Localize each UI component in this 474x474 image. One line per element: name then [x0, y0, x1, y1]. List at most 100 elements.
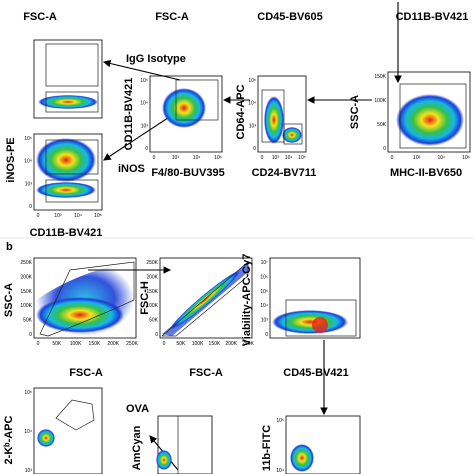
plot — [33, 39, 103, 119]
plot — [149, 75, 223, 153]
plot — [269, 257, 361, 339]
y-tick-label: 10⁵ — [276, 418, 284, 424]
x-label: FSC-A — [155, 11, 189, 23]
y-tick-label: 250K — [146, 260, 158, 266]
y-tick-label: 150K — [374, 74, 386, 80]
y-tick-label: 0 — [145, 146, 148, 152]
y-label: FSC-H — [139, 281, 151, 315]
y-tick-label: 50K — [377, 122, 387, 128]
y-tick-label: 10³ — [249, 123, 257, 129]
x-tick-label: 10³ — [413, 155, 421, 161]
y-tick-label: 10³ — [261, 318, 269, 324]
x-tick-label: 150K — [89, 341, 101, 347]
y-tick-label: 100K — [20, 303, 32, 309]
plot — [257, 75, 307, 153]
x-tick-label: 10⁴ — [437, 155, 445, 161]
y-label: 11b-FITC — [261, 425, 273, 472]
x-tick-label: 150K — [209, 341, 221, 347]
x-label: FSC-A — [23, 11, 57, 23]
x-tick-label: 100K — [70, 341, 82, 347]
x-label: F4/80-BUV395 — [151, 167, 224, 179]
y-tick-label: 100K — [146, 303, 158, 309]
x-tick-label: 10⁵ — [94, 213, 102, 219]
y-tick-label: 10³ — [25, 181, 33, 187]
plot — [33, 133, 103, 211]
y-label: iNOS-PE — [5, 137, 17, 182]
plot — [33, 387, 103, 474]
y-tick-label: 10⁴ — [260, 303, 268, 309]
x-tick-label: 10³ — [272, 155, 280, 161]
y-tick-label: 0 — [29, 204, 32, 210]
x-label: MHC-II-BV650 — [390, 167, 462, 179]
y-tick-label: 200K — [146, 274, 158, 280]
y-label: CD11B-BV421 — [123, 78, 135, 151]
gate-label: iNOS — [118, 163, 145, 175]
plot — [33, 257, 137, 339]
x-label: FSC-A — [189, 367, 223, 379]
x-tick-label: 0 — [37, 213, 40, 219]
x-tick-label: 10⁴ — [193, 155, 201, 161]
x-tick-label: 0 — [391, 155, 394, 161]
x-label: CD45-BV605 — [257, 11, 322, 23]
x-tick-label: 10⁵ — [214, 155, 222, 161]
x-label: CD11B-BV421 — [30, 227, 103, 239]
y-tick-label: 0 — [155, 332, 158, 338]
x-label: CD11B-BV421 — [396, 11, 469, 23]
y-tick-label: 10⁶ — [260, 274, 268, 280]
y-tick-label: 10⁴ — [140, 101, 148, 107]
x-tick-label: 10⁵ — [298, 155, 306, 161]
x-tick-label: 50K — [176, 341, 186, 347]
x-tick-label: 250K — [242, 341, 254, 347]
y-label: CD64-APC — [235, 84, 247, 139]
x-tick-label: 0 — [163, 341, 166, 347]
x-tick-label: 200K — [107, 341, 119, 347]
y-tick-label: 0 — [29, 332, 32, 338]
y-tick-label: 10⁴ — [24, 429, 32, 435]
y-tick-label: 10⁵ — [140, 78, 148, 84]
arrow — [102, 59, 181, 81]
y-tick-label: 100K — [374, 98, 386, 104]
x-label: FSC-A — [69, 367, 103, 379]
y-tick-label: 10³ — [141, 123, 149, 129]
y-tick-label: 0 — [383, 146, 386, 152]
y-tick-label: 50K — [23, 318, 33, 324]
x-tick-label: 10⁴ — [285, 155, 293, 161]
y-tick-label: 10⁵ — [24, 390, 32, 396]
y-tick-label: 10⁴ — [248, 101, 256, 107]
y-tick-label: 10⁵ — [24, 136, 32, 142]
y-tick-label: 150K — [146, 289, 158, 295]
x-tick-label: 50K — [52, 341, 62, 347]
x-tick-label: 100K — [192, 341, 204, 347]
y-label: AmCyan — [131, 425, 143, 470]
gate-label: IgG Isotype — [126, 53, 186, 65]
x-tick-label: 0 — [261, 155, 264, 161]
x-tick-label: 0 — [37, 341, 40, 347]
x-tick-label: 200K — [225, 341, 237, 347]
y-tick-label: 10⁷ — [261, 260, 269, 266]
x-tick-label: 10⁵ — [462, 155, 470, 161]
y-tick-label: 10³ — [25, 468, 33, 474]
x-tick-label: 0 — [153, 155, 156, 161]
y-tick-label: 10⁵ — [248, 78, 256, 84]
y-tick-label: 150K — [20, 289, 32, 295]
y-label: 2-Kᵇ-APC — [3, 415, 15, 464]
plot — [285, 415, 361, 474]
y-label: SSC-A — [3, 283, 15, 317]
y-tick-label: 10⁴ — [276, 468, 284, 474]
x-tick-label: 250K — [126, 341, 138, 347]
y-label: SSC-A — [349, 95, 361, 129]
panel-label: b — [6, 241, 13, 253]
plot — [159, 257, 253, 339]
y-tick-label: 200K — [20, 274, 32, 280]
plot — [387, 71, 471, 153]
y-label: Viability-APC-Cy7 — [241, 254, 253, 347]
y-tick-label: 10⁵ — [260, 289, 268, 295]
x-tick-label: 10³ — [54, 213, 62, 219]
y-tick-label: 10⁴ — [24, 159, 32, 165]
y-tick-label: 0 — [253, 146, 256, 152]
x-label: CD45-BV421 — [283, 367, 348, 379]
y-tick-label: 0 — [265, 332, 268, 338]
x-tick-label: 10³ — [172, 155, 180, 161]
y-tick-label: 250K — [20, 260, 32, 266]
